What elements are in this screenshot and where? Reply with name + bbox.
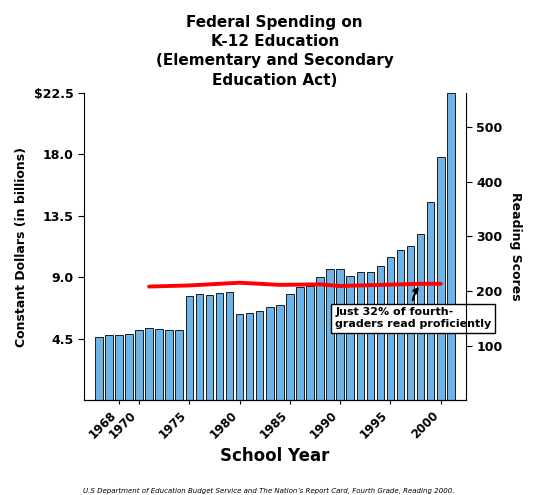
Bar — [216, 293, 223, 400]
Bar — [176, 330, 183, 400]
Bar — [115, 335, 122, 400]
Bar — [397, 250, 404, 400]
Bar — [236, 314, 243, 400]
Bar — [427, 202, 434, 400]
Bar — [165, 330, 173, 400]
Bar — [407, 246, 415, 400]
Bar — [367, 272, 374, 400]
Bar — [246, 313, 253, 400]
Bar — [357, 272, 364, 400]
Bar — [125, 334, 133, 400]
Bar — [146, 329, 153, 400]
Title: Federal Spending on
K-12 Education
(Elementary and Secondary
Education Act): Federal Spending on K-12 Education (Elem… — [156, 15, 394, 88]
Bar — [326, 269, 334, 400]
Bar — [266, 307, 273, 400]
Bar — [306, 286, 314, 400]
Bar — [346, 276, 354, 400]
Y-axis label: Constant Dollars (in billions): Constant Dollars (in billions) — [15, 147, 28, 346]
Bar — [135, 331, 143, 400]
Bar — [437, 157, 445, 400]
Bar — [447, 93, 455, 400]
Bar — [256, 311, 264, 400]
Bar — [336, 269, 344, 400]
Bar — [95, 337, 103, 400]
Bar — [226, 292, 233, 400]
Bar — [376, 266, 384, 400]
Bar — [417, 234, 424, 400]
Bar — [296, 287, 304, 400]
Bar — [195, 294, 203, 400]
Bar — [155, 329, 163, 400]
Bar — [387, 257, 394, 400]
Y-axis label: Reading Scores: Reading Scores — [509, 192, 522, 301]
Bar — [186, 297, 193, 400]
Text: Just 32% of fourth-
graders read proficiently: Just 32% of fourth- graders read profici… — [335, 289, 491, 329]
Bar — [286, 294, 294, 400]
Bar — [105, 335, 113, 400]
Text: U.S Department of Education Budget Service and The Nation’s Report Card, Fourth : U.S Department of Education Budget Servi… — [83, 488, 454, 494]
Bar — [316, 277, 324, 400]
X-axis label: School Year: School Year — [220, 447, 330, 465]
Bar — [206, 295, 213, 400]
Bar — [276, 304, 284, 400]
